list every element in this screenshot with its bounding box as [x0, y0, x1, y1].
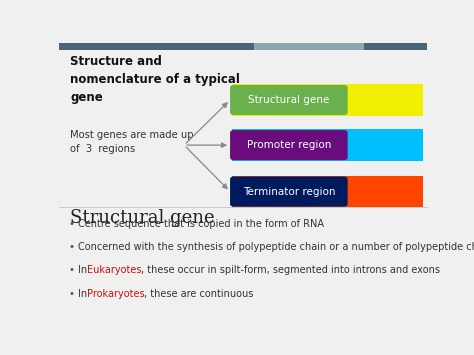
Text: Concerned with the synthesis of polypeptide chain or a number of polypeptide cha: Concerned with the synthesis of polypept… [78, 242, 474, 252]
Text: •: • [68, 266, 74, 275]
Text: Structure and
nomenclature of a typical
gene: Structure and nomenclature of a typical … [70, 55, 240, 104]
FancyBboxPatch shape [232, 129, 423, 161]
Text: •: • [68, 219, 74, 229]
Text: Most genes are made up
of  3  regions: Most genes are made up of 3 regions [70, 130, 194, 154]
Text: , these are continuous: , these are continuous [145, 289, 254, 299]
Text: •: • [68, 289, 74, 299]
FancyBboxPatch shape [230, 130, 347, 160]
Text: Eukaryotes: Eukaryotes [87, 266, 141, 275]
FancyBboxPatch shape [59, 43, 427, 50]
Text: Promoter region: Promoter region [246, 140, 331, 150]
FancyBboxPatch shape [230, 176, 347, 207]
FancyBboxPatch shape [232, 176, 423, 207]
FancyBboxPatch shape [232, 84, 423, 116]
Text: Structural gene: Structural gene [70, 209, 215, 227]
FancyBboxPatch shape [230, 85, 347, 115]
Text: Prokaryotes: Prokaryotes [87, 289, 145, 299]
Text: Terminator region: Terminator region [243, 187, 335, 197]
Text: •: • [68, 242, 74, 252]
Text: In: In [78, 289, 87, 299]
Text: Centre sequence that is copied in the form of RNA: Centre sequence that is copied in the fo… [78, 219, 324, 229]
Text: Structural gene: Structural gene [248, 95, 329, 105]
Text: , these occur in spilt-form, segmented into introns and exons: , these occur in spilt-form, segmented i… [141, 266, 440, 275]
Text: In: In [78, 266, 87, 275]
FancyBboxPatch shape [254, 43, 364, 50]
